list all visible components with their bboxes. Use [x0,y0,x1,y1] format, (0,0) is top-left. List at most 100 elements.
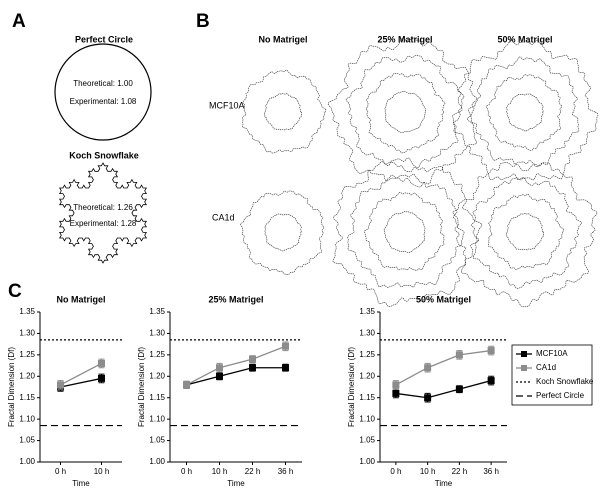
cell-contour [468,56,580,167]
series-line [186,345,286,386]
data-point [98,359,105,367]
y-tick-label: 1.10 [19,414,35,423]
y-tick-label: 1.05 [19,436,35,445]
y-tick-label: 1.00 [359,457,375,466]
cell-contour [240,190,325,276]
circle-shape [54,43,152,141]
data-point [392,381,400,389]
cell-contour [347,173,465,288]
y-tick-label: 1.35 [359,307,375,316]
x-tick-label: 0 h [55,467,66,476]
row-title: MCF10A [209,100,245,110]
x-tick-label: 10 h [420,467,436,476]
data-point [392,389,400,397]
x-tick-label: 36 h [278,467,294,476]
data-point [455,351,463,359]
x-axis-label: Time [435,479,453,488]
y-tick-label: 1.30 [19,329,35,338]
data-point [455,385,463,393]
series-line [395,349,492,386]
y-axis-label: Fractal Dimension (Df) [347,347,356,427]
koch-snowflake [59,162,147,264]
experimental-label: Experimental: 1.08 [70,97,137,106]
chart-title: 50% Matrigel [416,294,471,304]
shape-title: Koch Snowflake [69,150,139,160]
series-line [395,379,492,399]
cell-contour [242,69,327,154]
y-tick-label: 1.25 [149,350,165,359]
cell-contour [452,39,599,181]
cell-contour [345,54,462,173]
y-tick-label: 1.35 [19,307,35,316]
x-tick-label: 36 h [483,467,499,476]
column-title: No Matrigel [258,34,307,44]
data-point [487,377,495,385]
cell-contour [485,74,563,151]
cell-contour [264,213,302,252]
x-axis-label: Time [72,479,90,488]
series-line [60,362,102,386]
x-tick-label: 10 h [212,467,228,476]
legend-label: MCF10A [536,349,568,358]
chart-title: No Matrigel [56,294,105,304]
x-axis-label: Time [227,479,245,488]
data-point [183,381,190,389]
cell-contour [263,93,303,131]
y-tick-label: 1.15 [149,393,165,402]
y-tick-label: 1.35 [149,307,165,316]
legend-label: Koch Snowflake [536,377,594,386]
cell-contour [383,211,426,253]
y-tick-label: 1.10 [149,414,165,423]
cell-contour [506,213,544,251]
data-point [424,394,432,402]
x-tick-label: 0 h [390,467,401,476]
cell-contour [365,72,446,154]
y-tick-label: 1.00 [19,457,35,466]
legend-swatch [521,351,527,357]
cell-contour [327,37,478,188]
y-axis-label: Fractal Dimension (Df) [7,347,16,427]
legend-label: Perfect Circle [536,391,585,400]
y-tick-label: 1.15 [19,393,35,402]
data-point [249,364,256,372]
panel-label: B [196,11,210,32]
data-point [424,364,432,372]
cell-contour [471,177,583,289]
cell-contour [506,93,544,132]
cell-contour [487,193,565,270]
y-tick-label: 1.10 [359,414,375,423]
legend-swatch [521,365,527,371]
shape-title: Perfect Circle [75,34,133,44]
y-tick-label: 1.30 [149,329,165,338]
y-tick-label: 1.25 [359,350,375,359]
data-point [57,381,64,389]
y-tick-label: 1.20 [19,371,35,380]
y-axis-label: Fractal Dimension (Df) [137,347,146,427]
y-tick-label: 1.25 [19,350,35,359]
cell-contour [384,91,427,133]
data-point [98,374,105,382]
x-tick-label: 0 h [181,467,192,476]
y-tick-label: 1.15 [359,393,375,402]
theoretical-label: Theoretical: 1.00 [73,79,133,88]
data-point [487,347,495,355]
data-point [216,364,223,372]
data-point [282,342,289,350]
x-tick-label: 22 h [452,467,468,476]
contour-images [240,37,599,308]
cell-contour [332,157,483,308]
column-title: 50% Matrigel [497,34,552,44]
theoretical-label: Theoretical: 1.26 [73,203,133,212]
y-tick-label: 1.30 [359,329,375,338]
cell-contour [452,162,598,308]
y-tick-label: 1.20 [359,371,375,380]
y-tick-label: 1.05 [359,436,375,445]
data-point [282,364,289,372]
chart-title: 25% Matrigel [208,294,263,304]
legend-label: CA1d [536,363,556,372]
data-point [216,372,223,380]
panel-label: A [12,11,26,32]
y-tick-label: 1.00 [149,457,165,466]
